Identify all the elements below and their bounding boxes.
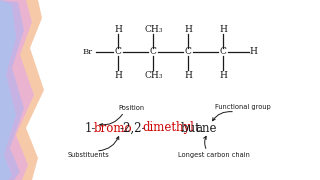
Text: Longest carbon chain: Longest carbon chain [178, 152, 250, 158]
Text: ane: ane [196, 122, 217, 134]
Text: H: H [114, 71, 122, 80]
Text: CH: CH [145, 71, 159, 80]
Text: C: C [220, 48, 227, 57]
Text: Position: Position [118, 105, 144, 111]
Text: H: H [219, 71, 227, 80]
Text: H: H [114, 24, 122, 33]
Text: C: C [115, 48, 121, 57]
Text: dimethyl: dimethyl [142, 122, 194, 134]
PathPatch shape [0, 0, 34, 180]
Text: CH: CH [145, 24, 159, 33]
Text: 1-: 1- [85, 122, 96, 134]
PathPatch shape [0, 0, 24, 180]
Text: H: H [184, 24, 192, 33]
Text: C: C [149, 48, 156, 57]
Text: 3: 3 [158, 28, 162, 33]
Text: 3: 3 [158, 73, 162, 78]
Text: C: C [185, 48, 191, 57]
Text: H: H [184, 71, 192, 80]
Text: Br: Br [83, 48, 93, 56]
Text: Substituents: Substituents [68, 152, 110, 158]
Text: -2,2-: -2,2- [119, 122, 146, 134]
PathPatch shape [0, 0, 16, 180]
Text: Functional group: Functional group [215, 104, 271, 110]
Text: H: H [249, 48, 257, 57]
Text: H: H [219, 24, 227, 33]
PathPatch shape [0, 0, 44, 180]
Text: but: but [180, 122, 200, 134]
Text: bromo: bromo [93, 122, 132, 134]
